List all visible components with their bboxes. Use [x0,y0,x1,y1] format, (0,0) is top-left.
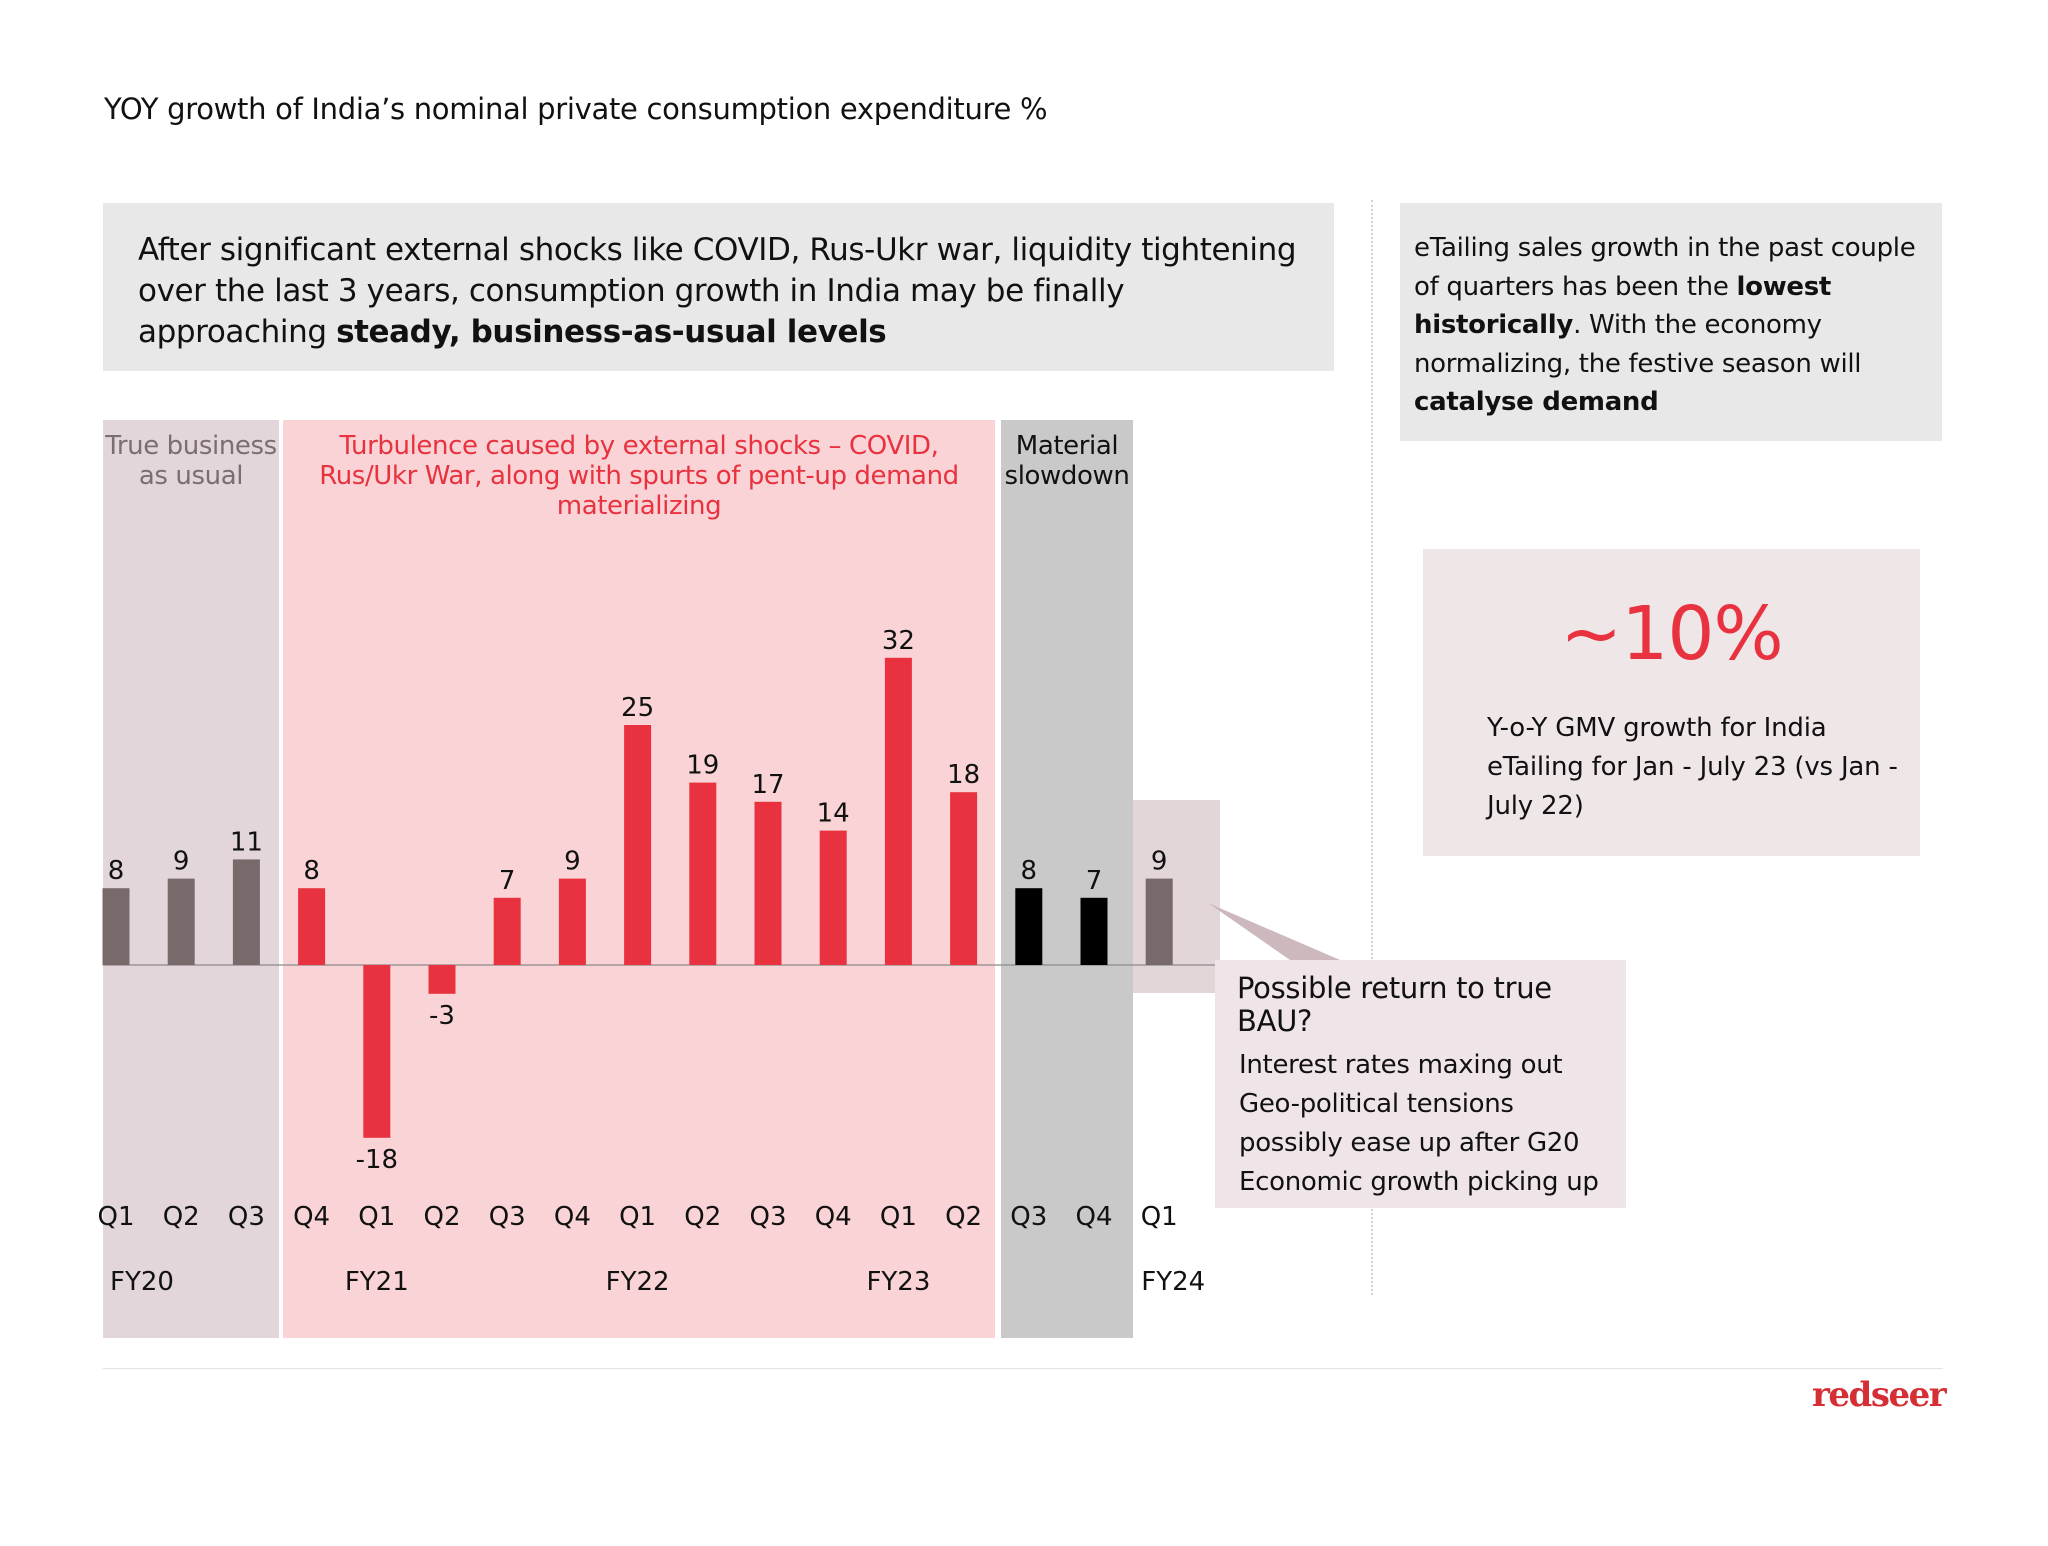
redseer-logo: redseer [1812,1375,1947,1415]
data-label: 17 [751,770,784,800]
x-tick-label: Q1 [358,1202,395,1232]
data-label: -18 [356,1145,398,1175]
x-tick-label: Q1 [1141,1202,1178,1232]
phase-band-slowdown [1001,420,1133,1338]
callout-item: Geo-political tensions [1239,1089,1514,1119]
data-label: 25 [621,693,654,723]
bars-layer [102,657,1220,1138]
fiscal-year-label: FY24 [1141,1267,1205,1297]
callout-item: Economic growth picking up [1239,1167,1599,1197]
insight-part2: . With the economy normalizing, the fest… [1414,310,1862,379]
callout-list: Interest rates maxing out Geo-political … [1239,1046,1599,1202]
bar [754,801,782,965]
x-tick-label: Q2 [684,1202,721,1232]
callout-item: possibly ease up after G20 [1239,1128,1580,1158]
bar [493,897,521,965]
bar [1015,888,1043,965]
data-label: 11 [230,827,263,857]
x-tick-label: Q2 [163,1202,200,1232]
bar [428,965,456,994]
bar [167,878,195,965]
data-label: 14 [817,799,850,829]
insight-bold2: catalyse demand [1414,387,1659,417]
data-label: 18 [947,760,980,790]
x-tick-label: Q4 [293,1202,330,1232]
kpi-box: ~10% Y-o-Y GMV growth for India eTailing… [1423,549,1920,856]
bar [1080,897,1108,965]
x-tick-label: Q1 [97,1202,134,1232]
x-tick-label: Q4 [554,1202,591,1232]
x-tick-label: Q2 [945,1202,982,1232]
fiscal-year-label: FY23 [866,1267,930,1297]
fiscal-year-label: FY20 [110,1267,174,1297]
summary-text-bold: steady, business-as-usual levels [336,314,887,350]
bar [689,782,717,965]
data-label: 9 [1151,847,1168,877]
data-label: 8 [303,856,320,886]
fiscal-year-label: FY22 [606,1267,670,1297]
bar [950,792,978,965]
bar [232,859,260,965]
bar [363,965,391,1138]
bar [1145,878,1173,965]
insight-bold1: lowest historically [1414,271,1832,341]
page-title: YOY growth of India’s nominal private co… [104,92,1048,126]
summary-text: After significant external shocks like C… [138,230,1318,353]
summary-box: After significant external shocks like C… [103,203,1334,371]
x-tick-label: Q4 [1075,1202,1112,1232]
labels-layer: 8 Q1 9 Q2 11 Q3 8 Q4 -18 Q1 -3 Q2 7 Q3 9 Q4 25 Q1 19 Q2 17 Q3… [97,626,1205,1297]
phase-label-slowdown: Material slowdown [1001,431,1133,491]
data-label: 7 [1086,866,1103,896]
data-label: 32 [882,626,915,656]
bar [624,725,652,965]
kpi-value: ~10% [1560,591,1783,677]
bar [558,878,586,965]
insight-box: eTailing sales growth in the past couple… [1400,203,1942,441]
kpi-caption: Y-o-Y GMV growth for India eTailing for … [1487,713,1898,821]
phase-label-bau-line1: True business [105,431,277,461]
phase-label-bau-line2: as usual [138,461,244,491]
x-tick-label: Q1 [880,1202,917,1232]
footer-divider [103,1368,1943,1369]
phase-label-bau: True business as usual [103,431,279,491]
x-tick-label: Q2 [423,1202,460,1232]
bar [884,657,912,965]
phase-label-turbulence: Turbulence caused by external shocks – C… [319,431,959,521]
summary-text-plain: After significant external shocks like C… [138,232,1297,350]
x-tick-label: Q1 [619,1202,656,1232]
x-tick-label: Q3 [749,1202,786,1232]
phase-label-slowdown-line2: slowdown [1004,461,1130,491]
data-label: 8 [1021,856,1038,886]
callout-box: Possible return to true BAU? Interest ra… [1215,960,1626,1208]
bar [819,830,847,965]
x-tick-label: Q3 [228,1202,265,1232]
data-label: 7 [499,866,516,896]
phase-label-slowdown-line1: Material [1015,431,1119,461]
vertical-divider [1371,200,1373,1295]
data-label: 9 [564,847,581,877]
data-label: -3 [429,1001,455,1031]
callout-title: Possible return to true BAU? [1237,971,1552,1038]
x-tick-label: Q3 [489,1202,526,1232]
fiscal-year-label: FY21 [345,1267,409,1297]
bar [102,888,130,965]
bar [298,888,326,965]
x-tick-label: Q3 [1010,1202,1047,1232]
callout-item: Interest rates maxing out [1239,1050,1563,1080]
data-label: 9 [173,847,190,877]
insight-part1: eTailing sales growth in the past couple… [1414,233,1916,302]
data-label: 19 [686,751,719,781]
callout-pointer [1208,903,1340,960]
data-label: 8 [108,856,125,886]
x-tick-label: Q4 [815,1202,852,1232]
insight-text: eTailing sales growth in the past couple… [1414,229,1934,422]
